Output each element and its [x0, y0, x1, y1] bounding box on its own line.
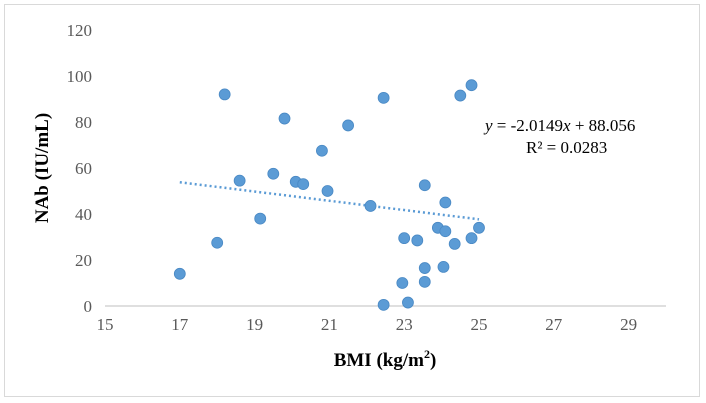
trendline-equation: y = -2.0149x + 88.056	[483, 116, 635, 135]
data-point	[418, 179, 431, 192]
data-point	[342, 119, 355, 132]
data-point	[473, 221, 485, 234]
data-point	[254, 212, 267, 225]
data-point	[233, 174, 246, 187]
x-tick-label: 15	[97, 315, 114, 334]
x-tick-label: 17	[171, 315, 189, 334]
data-points	[173, 79, 485, 311]
data-point	[377, 91, 390, 104]
chart-frame	[4, 4, 700, 397]
data-point	[297, 178, 310, 191]
data-point	[278, 112, 291, 125]
data-point	[439, 196, 452, 209]
data-point	[465, 79, 478, 92]
data-point	[448, 237, 461, 250]
y-tick-label: 40	[75, 205, 92, 224]
trendline	[179, 181, 480, 221]
data-point	[465, 232, 478, 245]
y-axis-title: NAb (IU/mL)	[32, 113, 53, 223]
x-tick-label: 21	[321, 315, 338, 334]
data-point	[437, 260, 450, 273]
data-point	[321, 185, 334, 197]
x-tick-label: 29	[620, 315, 637, 334]
data-point	[418, 275, 431, 288]
trendline-path	[179, 181, 480, 221]
x-tick-label: 25	[471, 315, 488, 334]
data-point	[454, 89, 467, 102]
data-point	[364, 200, 377, 212]
y-tick-label: 100	[67, 67, 93, 86]
data-point	[267, 167, 280, 180]
x-tick-label: 27	[545, 315, 563, 334]
x-axis-title: BMI (kg/m2)	[334, 347, 437, 371]
data-point	[418, 262, 431, 274]
y-tick-label: 0	[84, 297, 93, 316]
data-point	[411, 234, 424, 247]
r-squared-label: R² = 0.0283	[526, 138, 607, 157]
y-tick-label: 120	[67, 21, 93, 40]
data-point	[218, 88, 231, 101]
x-tick-label: 23	[396, 315, 413, 334]
x-tick-label: 19	[246, 315, 263, 334]
data-point	[439, 225, 452, 238]
data-point	[398, 232, 411, 245]
data-point	[396, 277, 409, 289]
y-tick-label: 60	[75, 159, 92, 178]
data-point	[316, 144, 328, 157]
y-tick-labels: 0 20 40 60 80 100 120	[67, 21, 93, 316]
data-point	[377, 298, 390, 311]
y-tick-label: 80	[75, 113, 92, 132]
data-point	[402, 296, 414, 309]
x-tick-labels: 15 17 19 21 23 25 27 29	[97, 315, 638, 334]
data-point	[173, 267, 186, 280]
data-point	[211, 236, 224, 249]
y-tick-label: 20	[75, 251, 92, 270]
